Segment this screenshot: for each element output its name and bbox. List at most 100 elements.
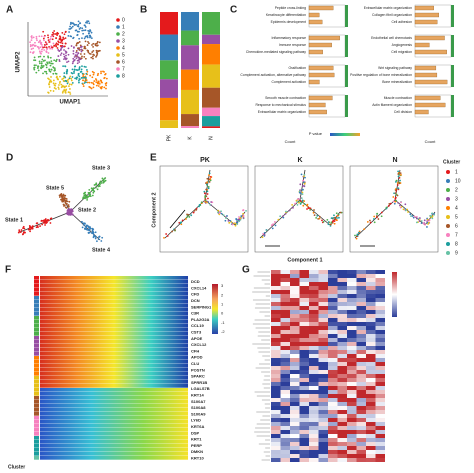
cell-point <box>68 85 70 88</box>
cell-point <box>261 236 264 239</box>
cell-point <box>101 177 104 180</box>
heatmap-cell <box>290 378 300 382</box>
heatmap-cell <box>356 390 366 394</box>
cell-point <box>22 233 25 235</box>
heatmap-cell <box>271 270 281 274</box>
go-term: Complement activation, alternative pathw… <box>240 73 306 77</box>
heatmap-cell <box>347 318 357 322</box>
cell-point <box>87 20 90 23</box>
cell-point <box>77 52 79 54</box>
heatmap-cell <box>366 406 376 410</box>
cell-point <box>99 183 102 185</box>
cell-point <box>207 197 209 200</box>
cell-point <box>78 58 81 61</box>
heatmap-cell <box>318 350 328 354</box>
heatmap-cell <box>347 410 357 414</box>
heatmap-cell <box>309 282 319 286</box>
y-axis-label: Component 2 <box>151 192 157 227</box>
heatmap-cell <box>299 382 309 386</box>
heatmap-cell <box>347 414 357 418</box>
cell-point <box>81 72 84 75</box>
colorbar <box>392 272 397 317</box>
cell-point <box>87 195 90 198</box>
heatmap-cell <box>299 442 309 446</box>
heatmap-row <box>40 368 188 372</box>
cell-point <box>42 30 45 33</box>
cell-point <box>95 81 98 84</box>
cell-point <box>42 72 44 75</box>
heatmap-cell <box>280 354 290 358</box>
cell-point <box>270 224 273 227</box>
state-label: State 4 <box>92 247 111 253</box>
cluster-bar <box>34 448 39 452</box>
cell-point <box>43 39 45 42</box>
cell-point <box>333 222 336 225</box>
heatmap-cell <box>290 314 300 318</box>
cell-point <box>339 211 342 214</box>
heatmap-cell <box>280 450 290 454</box>
heatmap-cell <box>280 350 290 354</box>
heatmap-cell <box>356 298 366 302</box>
cell-point <box>63 75 66 78</box>
cluster-bar <box>34 356 39 360</box>
go-term: Angiogenesis <box>392 43 413 47</box>
panel-label: G <box>242 265 250 276</box>
cell-point <box>75 23 78 26</box>
cell-point <box>397 202 400 204</box>
heatmap-cell <box>366 378 376 382</box>
heatmap-cell <box>337 422 347 426</box>
cell-point <box>105 84 107 87</box>
cell-point <box>58 37 61 40</box>
cell-point <box>38 50 41 53</box>
cell-point <box>81 221 83 223</box>
cell-point <box>433 213 436 216</box>
cell-point <box>88 22 91 25</box>
cell-point <box>301 193 304 195</box>
heatmap-cell <box>290 442 300 446</box>
cluster-bar <box>34 432 39 436</box>
cell-point <box>31 44 34 47</box>
cell-point <box>303 200 306 202</box>
cell-point <box>206 190 209 193</box>
subplot-title: K <box>297 157 302 164</box>
cell-point <box>33 56 36 59</box>
heatmap-cell <box>271 326 281 330</box>
cell-point <box>61 91 64 94</box>
cell-point <box>48 68 51 71</box>
cell-point <box>96 240 98 243</box>
heatmap-cell <box>271 378 281 382</box>
heatmap-cell <box>271 366 281 370</box>
cell-point <box>105 87 107 90</box>
cell-point <box>29 228 32 231</box>
cell-point <box>59 194 62 197</box>
heatmap-cell <box>309 410 319 414</box>
cell-point <box>93 71 95 74</box>
go-term: Actin filament organization <box>372 103 412 107</box>
cell-point <box>303 181 305 184</box>
cell-point <box>65 202 68 205</box>
cell-point <box>83 29 85 32</box>
cell-point <box>83 45 86 48</box>
heatmap-cell <box>375 370 385 374</box>
cell-point <box>326 218 329 221</box>
cell-point <box>72 23 75 25</box>
heatmap-cell <box>299 362 309 366</box>
cell-point <box>186 213 188 216</box>
heatmap-row <box>40 356 188 360</box>
cluster-bar <box>34 352 39 356</box>
cell-point <box>70 209 73 211</box>
heatmap-cell <box>347 394 357 398</box>
legend-label: 8 <box>455 241 458 247</box>
heatmap-cell <box>328 334 338 338</box>
cell-point <box>89 227 92 230</box>
cell-point <box>394 200 397 203</box>
heatmap-cell <box>290 318 300 322</box>
heatmap-cell <box>328 302 338 306</box>
heatmap-cell <box>309 402 319 406</box>
heatmap-cell <box>347 374 357 378</box>
cell-point <box>81 65 83 68</box>
cell-point <box>355 237 358 240</box>
cell-point <box>71 82 74 84</box>
heatmap-cell <box>280 446 290 450</box>
heatmap-cell <box>356 322 366 326</box>
